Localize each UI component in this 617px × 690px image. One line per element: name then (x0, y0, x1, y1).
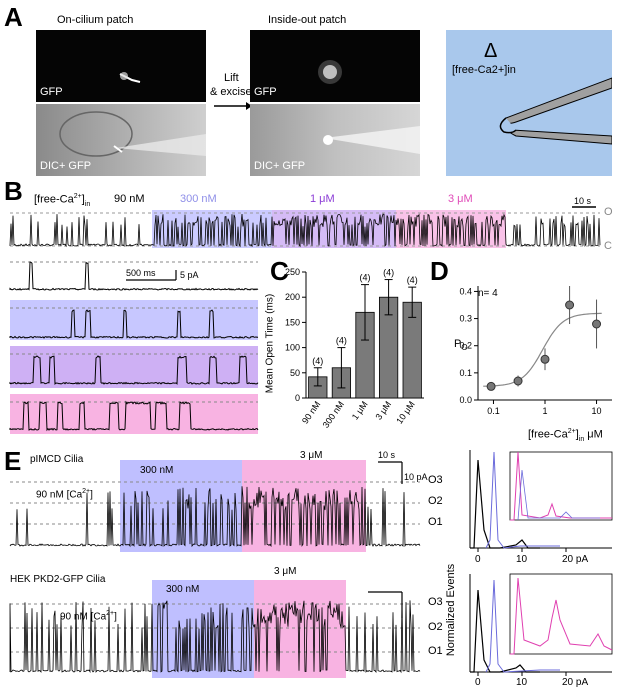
panel-e-title-bottom: HEK PKD2-GFP Cilia (10, 574, 106, 585)
state-closed-label: C (604, 240, 612, 252)
panel-b-condition-label: [free-Ca2+]in (34, 193, 91, 208)
zoom-scale-amp: 5 pA (180, 270, 199, 280)
e-bot-cond-3: 3 μM (274, 566, 297, 577)
delta-symbol: Δ (484, 40, 498, 62)
chart-d-point (513, 376, 523, 386)
panel-e-letter: E (4, 446, 22, 476)
on-cilium-title: On-cilium patch (57, 14, 134, 26)
inside-out-dic-image: DIC+ GFP (250, 104, 420, 176)
state-open-label: O (604, 206, 613, 218)
e-bot-o3: O3 (428, 596, 443, 608)
chart-d-point (565, 300, 575, 310)
chart-d-ylabel: PO (454, 338, 468, 353)
chart-d-ytick-label: 0.3 (459, 314, 472, 324)
e-scale-amp: 10 pA (404, 472, 428, 482)
chart-d-xlabel: [free-Ca2+]in μM (528, 428, 603, 443)
chart-c-n-label: (4) (360, 273, 371, 283)
on-cilium-gfp-image: GFP (36, 30, 206, 102)
chart-d-xtick-label: 10 (592, 406, 602, 416)
chart-d-ytick-label: 0.0 (459, 395, 472, 405)
panel-a-letter: A (4, 2, 23, 32)
chart-c-n-label: (4) (383, 268, 394, 278)
inside-out-title: Inside-out patch (268, 14, 347, 26)
hist-bot-tick-10: 10 (516, 677, 528, 688)
chart-c-ytick-label: 0 (295, 393, 300, 403)
e-bot-cond-300: 300 nM (166, 584, 200, 595)
panel-c-letter: C (270, 256, 289, 286)
hist-top-tick-0: 0 (475, 554, 481, 565)
zoom-band-3 (10, 394, 258, 434)
chart-d-xtick-label: 1 (542, 406, 547, 416)
e-bot-cond-90: 90 nM [Ca2+] (60, 610, 117, 623)
e-scale-time: 10 s (378, 450, 396, 460)
gfp-label-1: GFP (40, 86, 63, 98)
panel-b-cond-300: 300 nM (180, 193, 217, 205)
zoom-band-300 (10, 300, 258, 340)
chart-c-n-label: (4) (407, 275, 418, 285)
panel-b-cond-1: 1 μM (310, 193, 335, 205)
excise-label: & excise (210, 86, 252, 98)
chart-d-xtick-label: 0.1 (487, 406, 500, 416)
panel-b-scale-time: 10 s (574, 196, 592, 206)
hist-bot-tick-0: 0 (475, 677, 481, 688)
lift-label: Lift (224, 72, 239, 84)
chart-d-annotation: n= 4 (478, 288, 498, 299)
chart-c-ytick-label: 150 (285, 317, 300, 327)
e-bot-o1: O1 (428, 645, 443, 657)
panel-b-cond-3: 3 μM (448, 193, 473, 205)
chart-c-n-label: (4) (312, 356, 323, 366)
hist-bottom (469, 573, 613, 676)
zoom-scale-time: 500 ms (126, 268, 156, 278)
gfp-signal-2 (318, 60, 342, 84)
panel-d-letter: D (430, 256, 449, 286)
panel-b-letter: B (4, 176, 23, 206)
e-top-cond-300: 300 nM (140, 465, 174, 476)
e-top-o1: O1 (428, 516, 443, 528)
on-cilium-dic-image: DIC+ GFP (36, 104, 206, 176)
dic-label-2: DIC+ GFP (254, 160, 306, 172)
gfp-signal-1 (119, 72, 141, 83)
chart-d-ytick-label: 0.4 (459, 286, 472, 296)
hist-top-tick-10: 10 (516, 554, 528, 565)
dic-pipette-2 (323, 126, 420, 154)
hist-ylabel: Normalized Events (445, 563, 457, 657)
hist-bot-tick-20: 20 pA (562, 677, 589, 688)
chart-d-fit-curve (483, 312, 602, 387)
chart-d-ytick-label: 0.1 (459, 368, 472, 378)
e-top-o2: O2 (428, 495, 443, 507)
pipette-schematic (499, 77, 612, 145)
chart-c-ytick-label: 100 (285, 343, 300, 353)
dic-label-1: DIC+ GFP (40, 160, 92, 172)
hist-top-tick-20: 20 pA (562, 554, 589, 565)
hist-ylabel-box: Normalized Events (440, 560, 457, 660)
inside-out-gfp-image: GFP (250, 30, 420, 102)
e-top-cond-90: 90 nM [Ca2+] (36, 488, 93, 501)
chart-c-ytick-label: 200 (285, 292, 300, 302)
e-top-o3: O3 (428, 474, 443, 486)
schematic-ca-label: [free-Ca2+]in (452, 64, 516, 76)
hist-top (469, 450, 613, 552)
e-top-cond-3: 3 μM (300, 450, 323, 461)
chart-d-point (486, 381, 496, 391)
gfp-label-2: GFP (254, 86, 277, 98)
panel-b-cond-90: 90 nM (114, 193, 145, 205)
chart-d-point (592, 319, 602, 329)
panel-e-title-top: pIMCD Cilia (30, 454, 84, 465)
chart-c-ytick-label: 50 (290, 368, 300, 378)
chart-c-n-label: (4) (336, 336, 347, 346)
e-bot-o2: O2 (428, 621, 443, 633)
chart-c-ytick-label: 250 (285, 267, 300, 277)
chart-d-ytick-label: 0.2 (459, 341, 472, 351)
schematic-panel: Δ [free-Ca2+]in (446, 30, 612, 176)
chart-d-point (540, 354, 550, 364)
dic-cell-1 (59, 111, 206, 157)
